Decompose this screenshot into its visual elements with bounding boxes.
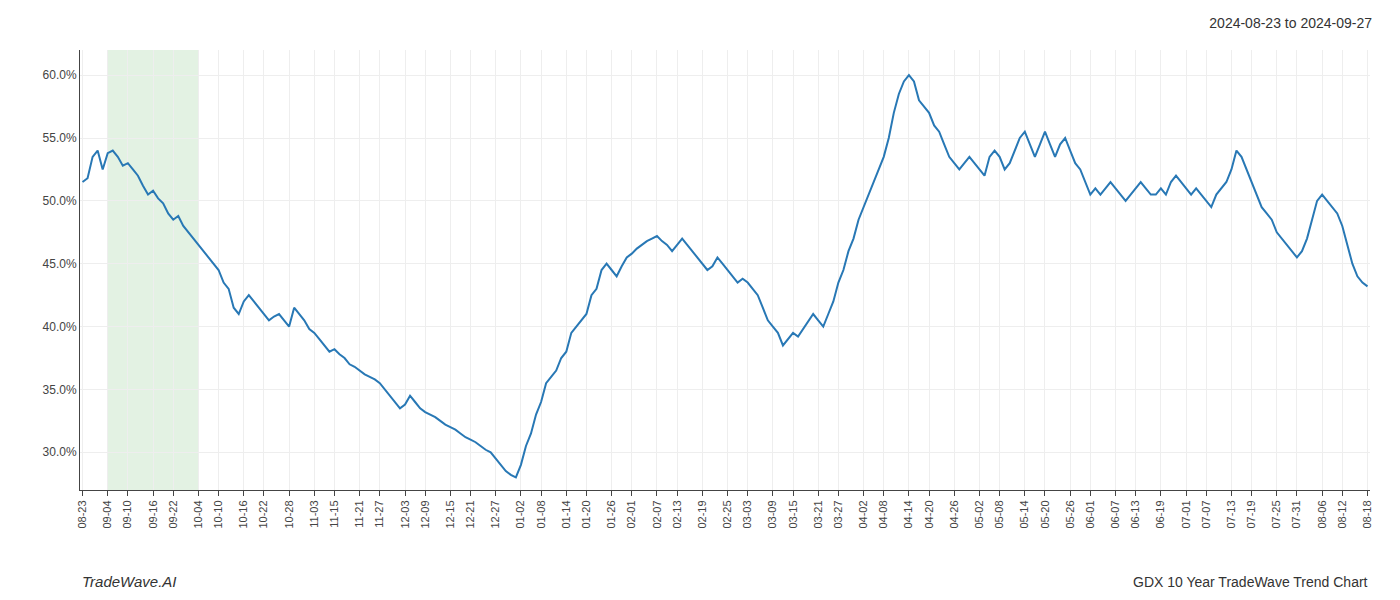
svg-text:08-23: 08-23 bbox=[76, 500, 88, 528]
svg-text:06-07: 06-07 bbox=[1109, 500, 1121, 528]
svg-text:06-13: 06-13 bbox=[1129, 500, 1141, 528]
svg-text:10-10: 10-10 bbox=[212, 500, 224, 528]
svg-text:05-20: 05-20 bbox=[1039, 500, 1051, 528]
svg-text:02-07: 02-07 bbox=[651, 500, 663, 528]
svg-text:12-27: 12-27 bbox=[489, 500, 501, 528]
svg-text:08-18: 08-18 bbox=[1361, 500, 1373, 528]
svg-text:55.0%: 55.0% bbox=[43, 131, 77, 145]
svg-text:09-22: 09-22 bbox=[167, 500, 179, 528]
svg-text:08-06: 08-06 bbox=[1316, 500, 1328, 528]
svg-text:10-04: 10-04 bbox=[192, 500, 204, 528]
svg-text:11-15: 11-15 bbox=[328, 500, 340, 527]
svg-text:35.0%: 35.0% bbox=[43, 383, 77, 397]
svg-text:03-09: 03-09 bbox=[766, 500, 778, 528]
svg-text:40.0%: 40.0% bbox=[43, 320, 77, 334]
svg-text:07-31: 07-31 bbox=[1291, 500, 1303, 528]
svg-text:12-09: 12-09 bbox=[419, 500, 431, 528]
svg-text:06-01: 06-01 bbox=[1084, 500, 1096, 528]
svg-text:05-02: 05-02 bbox=[973, 500, 985, 528]
svg-text:04-14: 04-14 bbox=[903, 500, 915, 528]
svg-text:02-01: 02-01 bbox=[625, 500, 637, 528]
svg-text:03-27: 03-27 bbox=[832, 500, 844, 528]
svg-text:2024-08-23 to 2024-09-27: 2024-08-23 to 2024-09-27 bbox=[1209, 15, 1372, 31]
svg-text:09-16: 09-16 bbox=[147, 500, 159, 528]
svg-text:04-02: 04-02 bbox=[857, 500, 869, 528]
svg-text:09-10: 09-10 bbox=[121, 500, 133, 528]
svg-text:03-03: 03-03 bbox=[741, 500, 753, 528]
svg-text:11-03: 11-03 bbox=[308, 500, 320, 527]
svg-text:06-19: 06-19 bbox=[1154, 500, 1166, 528]
svg-text:10-22: 10-22 bbox=[258, 500, 270, 528]
svg-text:02-19: 02-19 bbox=[696, 500, 708, 528]
svg-text:04-08: 04-08 bbox=[877, 500, 889, 528]
svg-text:07-25: 07-25 bbox=[1270, 500, 1282, 528]
svg-text:50.0%: 50.0% bbox=[43, 194, 77, 208]
svg-text:08-12: 08-12 bbox=[1336, 500, 1348, 528]
svg-text:09-04: 09-04 bbox=[101, 500, 113, 528]
svg-text:TradeWave.AI: TradeWave.AI bbox=[82, 573, 176, 590]
svg-text:01-20: 01-20 bbox=[580, 500, 592, 528]
svg-text:07-01: 07-01 bbox=[1180, 500, 1192, 528]
svg-text:02-25: 02-25 bbox=[721, 500, 733, 528]
svg-text:07-07: 07-07 bbox=[1200, 500, 1212, 528]
svg-text:GDX 10 Year TradeWave Trend Ch: GDX 10 Year TradeWave Trend Chart bbox=[1133, 574, 1368, 590]
svg-text:01-26: 01-26 bbox=[605, 500, 617, 528]
svg-text:12-15: 12-15 bbox=[444, 500, 456, 528]
svg-text:10-16: 10-16 bbox=[237, 500, 249, 528]
svg-text:07-13: 07-13 bbox=[1225, 500, 1237, 528]
svg-text:04-26: 04-26 bbox=[948, 500, 960, 528]
svg-text:10-28: 10-28 bbox=[283, 500, 295, 528]
svg-text:07-19: 07-19 bbox=[1245, 500, 1257, 528]
svg-text:60.0%: 60.0% bbox=[43, 68, 77, 82]
svg-text:45.0%: 45.0% bbox=[43, 257, 77, 271]
svg-text:01-02: 01-02 bbox=[514, 500, 526, 528]
svg-text:12-21: 12-21 bbox=[464, 500, 476, 528]
svg-text:04-20: 04-20 bbox=[923, 500, 935, 528]
svg-text:05-26: 05-26 bbox=[1064, 500, 1076, 528]
svg-text:05-08: 05-08 bbox=[993, 500, 1005, 528]
svg-text:05-14: 05-14 bbox=[1018, 500, 1030, 528]
svg-text:02-13: 02-13 bbox=[671, 500, 683, 528]
svg-text:30.0%: 30.0% bbox=[43, 445, 77, 459]
svg-text:12-03: 12-03 bbox=[399, 500, 411, 528]
svg-text:01-14: 01-14 bbox=[560, 500, 572, 528]
svg-text:11-21: 11-21 bbox=[353, 500, 365, 527]
svg-text:03-15: 03-15 bbox=[787, 500, 799, 528]
svg-text:11-27: 11-27 bbox=[373, 500, 385, 527]
svg-text:01-08: 01-08 bbox=[535, 500, 547, 528]
svg-text:03-21: 03-21 bbox=[812, 500, 824, 528]
